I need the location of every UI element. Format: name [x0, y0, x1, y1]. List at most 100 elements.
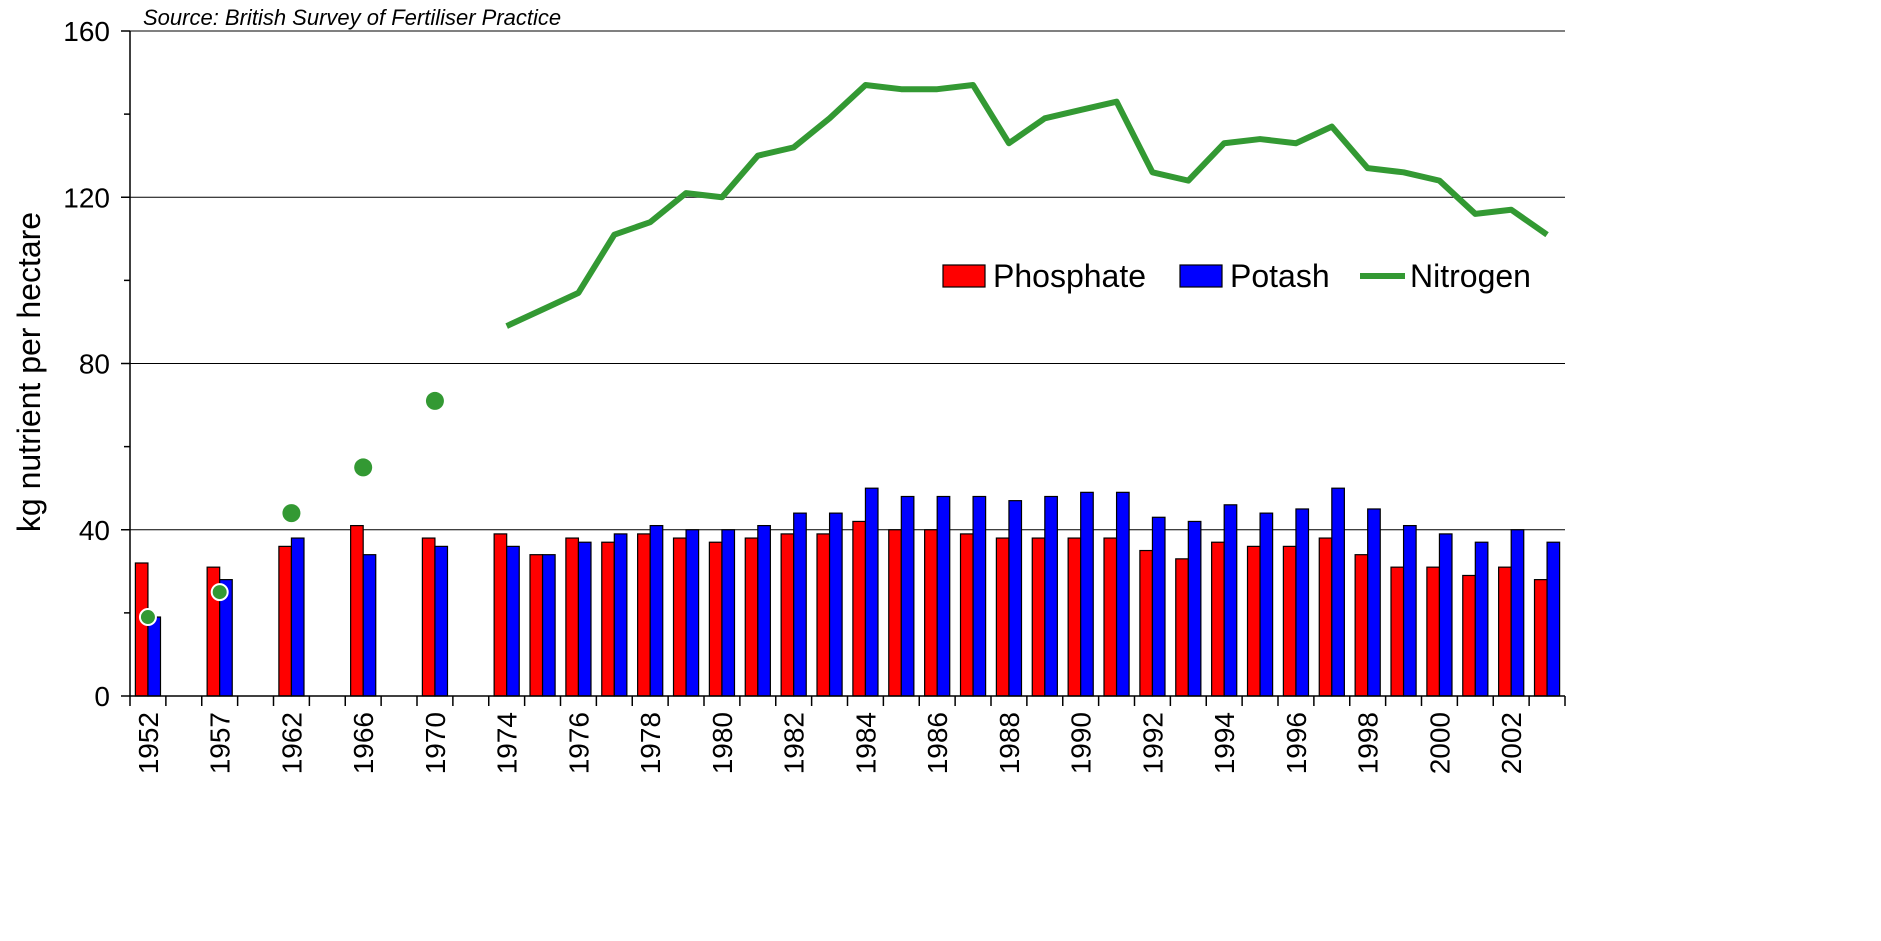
x-tick-label: 1984: [850, 712, 881, 774]
bar: [1008, 500, 1023, 697]
y-tick-label: 40: [79, 515, 110, 546]
y-tick-label: 0: [94, 681, 110, 712]
bar: [708, 541, 723, 697]
x-tick-label: 1994: [1209, 712, 1240, 774]
bar: [1295, 508, 1310, 697]
bar: [852, 520, 867, 697]
bar: [421, 537, 436, 697]
bar: [900, 495, 915, 697]
x-tick-label: 1978: [635, 712, 666, 774]
legend-label: Nitrogen: [1410, 258, 1531, 294]
bar: [672, 537, 687, 697]
bar: [541, 554, 556, 697]
bar: [888, 529, 902, 697]
x-tick-label: 1962: [276, 712, 307, 774]
line-point: [425, 391, 444, 410]
bar: [959, 533, 974, 697]
bar: [506, 545, 520, 697]
bar: [757, 524, 771, 697]
bar: [1533, 579, 1548, 697]
y-axis-label: kg nutrient per hectare: [11, 212, 47, 532]
bar: [1402, 524, 1417, 697]
x-tick-label: 1992: [1137, 712, 1168, 774]
bar: [1331, 487, 1345, 697]
x-tick-label: 1952: [133, 712, 164, 774]
x-tick-label: 1982: [779, 712, 810, 774]
x-tick-label: 1988: [994, 712, 1025, 774]
bar: [1151, 516, 1166, 697]
bar: [134, 562, 149, 697]
y-tick-label: 120: [63, 182, 110, 213]
bar: [1223, 504, 1238, 697]
x-tick-label: 1966: [348, 712, 379, 774]
legend-swatch: [1179, 264, 1223, 288]
bar: [493, 533, 508, 697]
bar: [1139, 549, 1154, 697]
x-tick-label: 1957: [205, 712, 236, 774]
line-point: [282, 504, 301, 523]
bar: [1103, 537, 1118, 697]
x-tick-label: 1996: [1281, 712, 1312, 774]
bar: [1318, 537, 1333, 697]
bar: [685, 529, 700, 697]
x-tick-label: 1998: [1353, 712, 1384, 774]
bar: [565, 537, 580, 697]
bar: [995, 537, 1010, 697]
x-tick-label: 1976: [563, 712, 594, 774]
bar: [577, 541, 592, 697]
bar: [1187, 520, 1202, 697]
bar: [744, 537, 759, 697]
legend-label: Phosphate: [993, 258, 1146, 294]
bar: [529, 554, 544, 697]
bar: [816, 533, 831, 697]
bar: [1080, 491, 1094, 697]
bar: [362, 554, 377, 697]
x-tick-label: 1974: [492, 712, 523, 774]
bar: [1474, 541, 1489, 697]
bar: [1390, 566, 1405, 697]
bar: [1354, 554, 1369, 697]
legend-swatch: [942, 264, 986, 288]
source-note: Source: British Survey of Fertiliser Pra…: [143, 5, 561, 30]
bar: [1498, 566, 1512, 697]
bar: [613, 533, 628, 697]
bar: [1367, 508, 1381, 697]
bar: [1282, 545, 1297, 697]
bar: [936, 495, 951, 697]
x-tick-label: 1970: [420, 712, 451, 774]
bar: [1175, 558, 1189, 697]
bar: [1067, 537, 1082, 697]
bar: [434, 545, 449, 697]
bar: [1438, 533, 1453, 697]
legend-label: Potash: [1230, 258, 1330, 294]
x-tick-label: 1980: [707, 712, 738, 774]
line-point: [354, 458, 373, 477]
x-tick-label: 1990: [1066, 712, 1097, 774]
line-point: [138, 608, 157, 627]
bar: [637, 533, 651, 697]
bar: [278, 545, 293, 697]
bar: [1044, 495, 1058, 697]
bar: [1426, 566, 1441, 697]
x-tick-label: 2000: [1424, 712, 1455, 774]
bar: [1462, 574, 1476, 697]
bar: [290, 537, 305, 697]
y-tick-label: 160: [63, 16, 110, 47]
bar: [1510, 529, 1525, 697]
bar: [601, 541, 615, 697]
bar: [1546, 541, 1561, 697]
bar: [1259, 512, 1274, 697]
line-point: [210, 583, 229, 602]
line: [505, 82, 1549, 329]
x-tick-label: 2002: [1496, 712, 1527, 774]
y-tick-label: 80: [79, 349, 110, 380]
bar: [1246, 545, 1261, 697]
bar: [828, 512, 843, 697]
bar: [864, 487, 879, 697]
bar: [972, 495, 987, 697]
bar: [721, 529, 736, 697]
bar: [350, 524, 364, 697]
bar: [924, 529, 938, 697]
legend: Phosphate Potash Nitrogen: [942, 258, 1531, 294]
